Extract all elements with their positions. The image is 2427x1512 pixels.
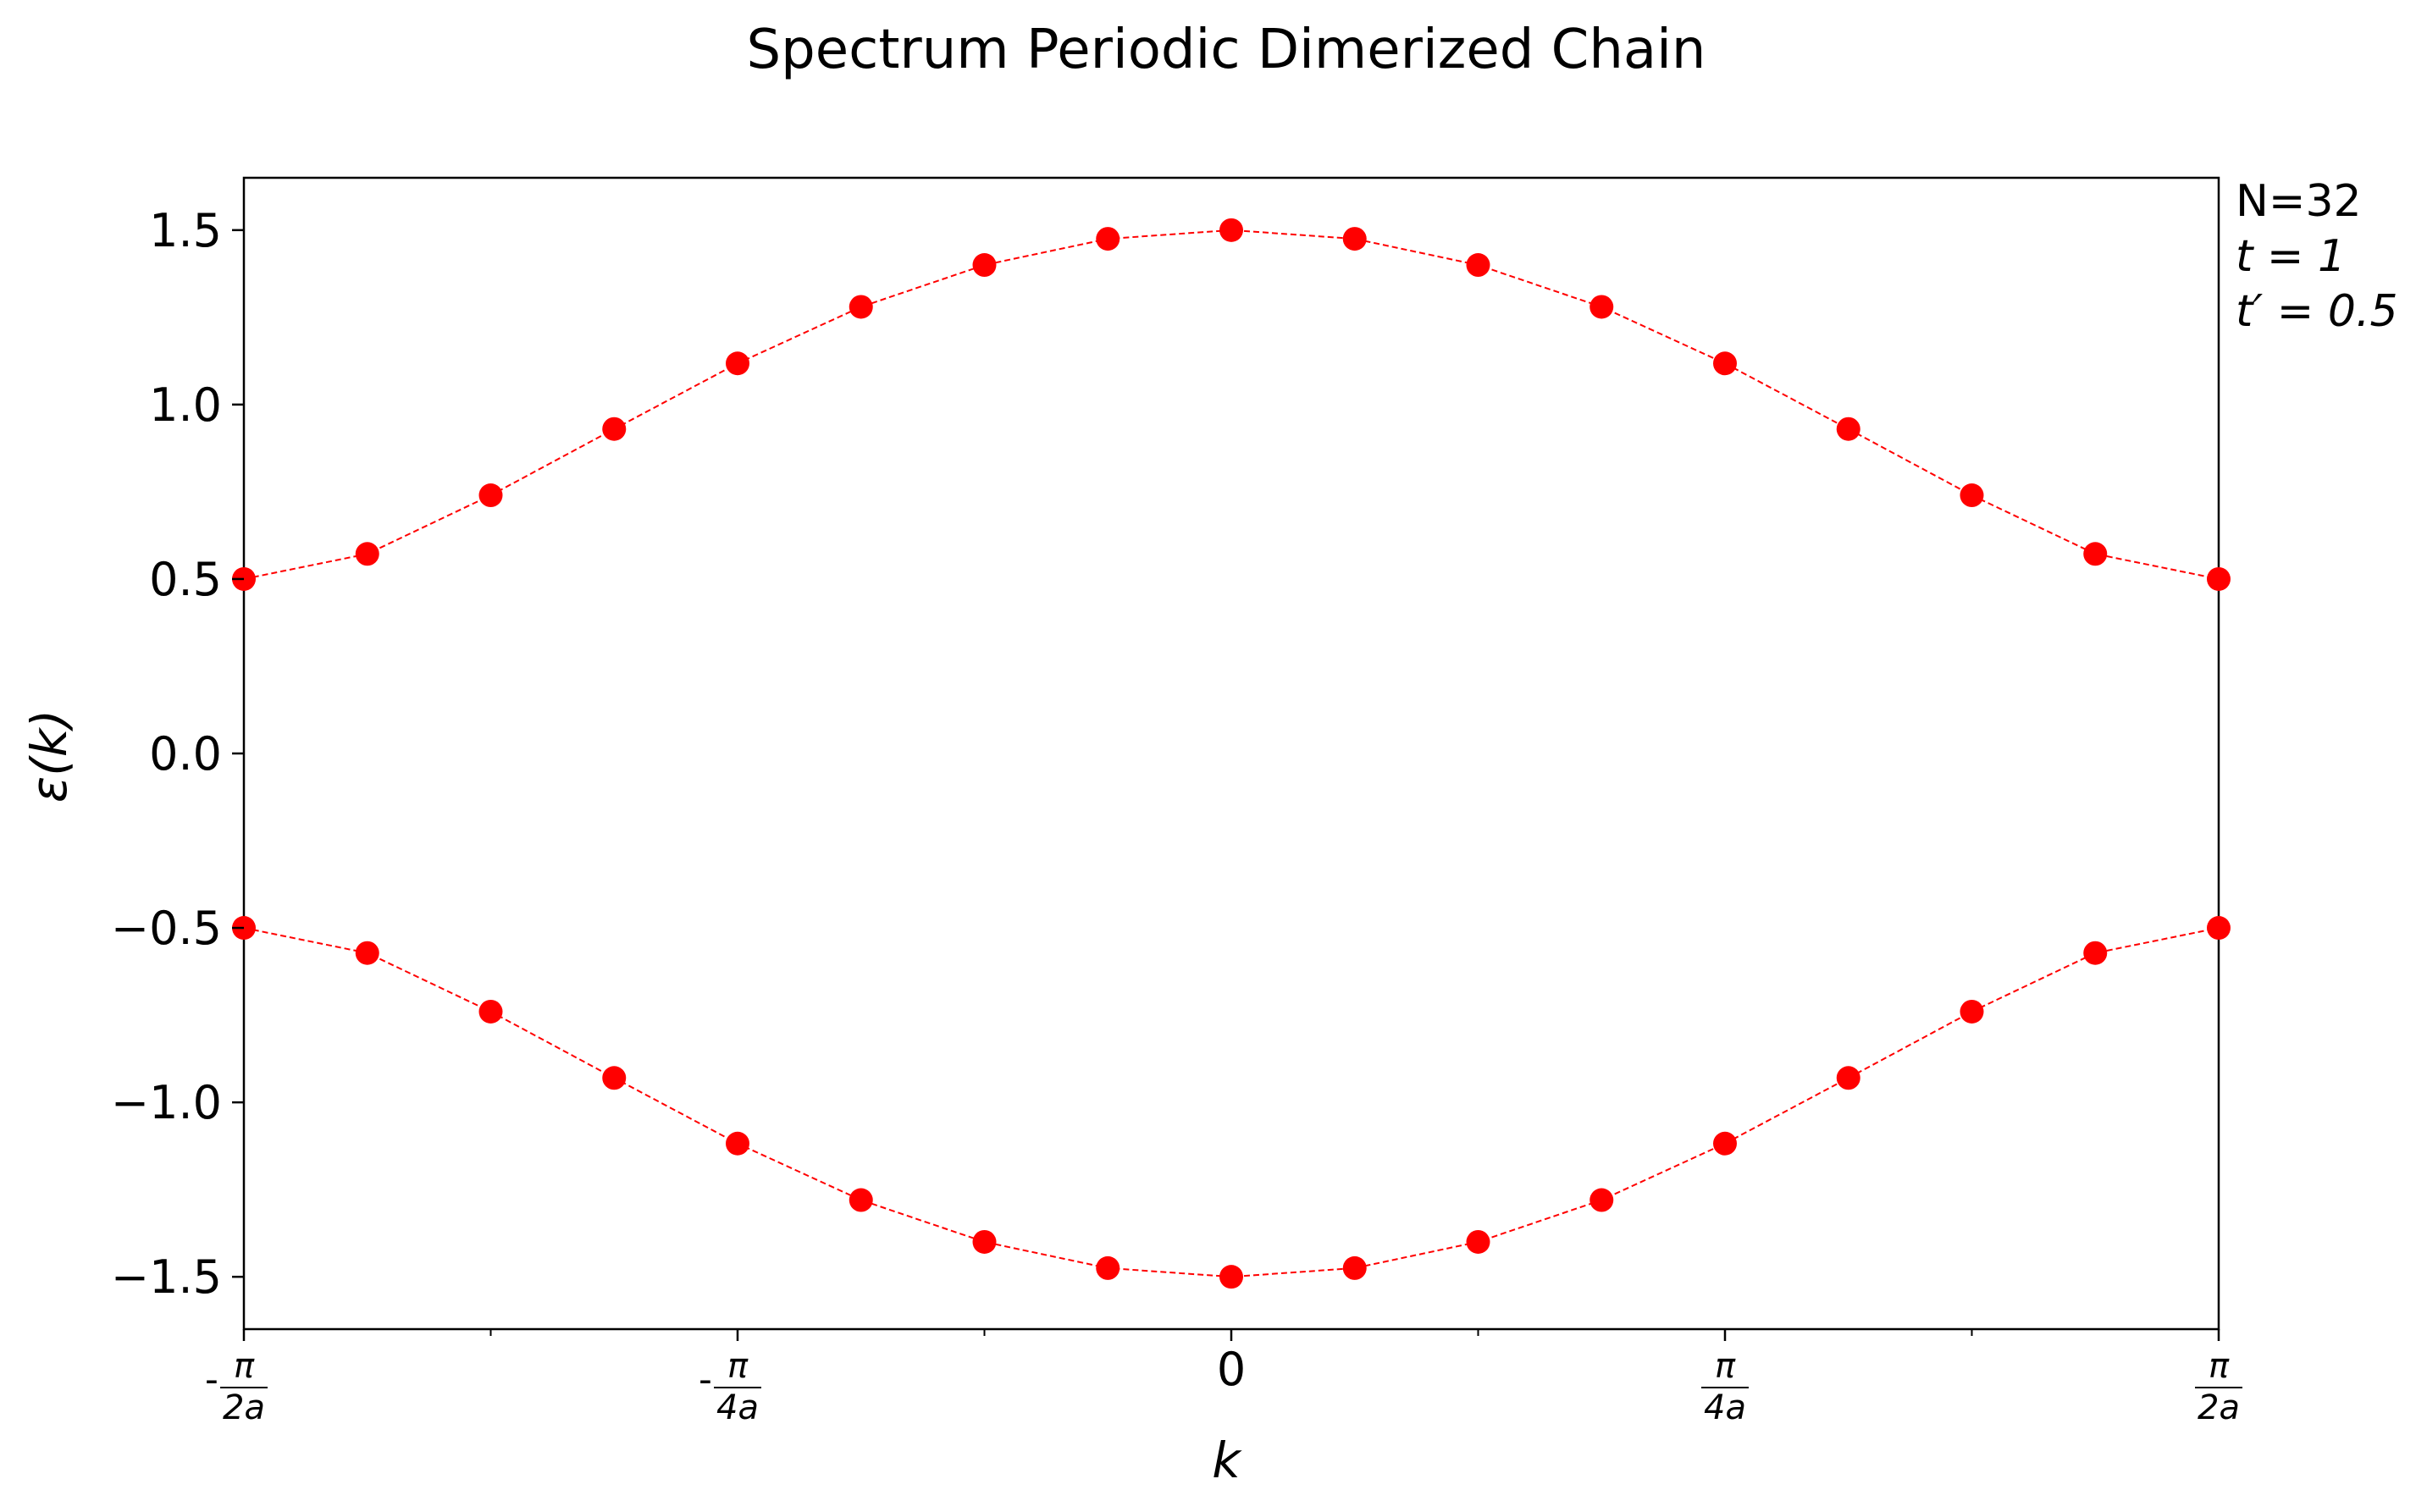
data-point xyxy=(2083,941,2108,965)
data-point xyxy=(1219,218,1243,242)
x-tick-sign: - xyxy=(699,1358,712,1401)
x-tick-label: π2a xyxy=(2195,1347,2242,1427)
data-point xyxy=(1960,483,1984,508)
plot-area xyxy=(242,176,2220,1331)
chart-title: Spectrum Periodic Dimerized Chain xyxy=(747,19,1706,81)
annotation-t-prime: t′ = 0.5 xyxy=(2236,286,2398,337)
x-tick-label: - π2a xyxy=(205,1347,268,1427)
x-tick-denominator: 4a xyxy=(716,1388,759,1427)
data-point xyxy=(972,1229,997,1254)
x-tick-denominator: 4a xyxy=(1704,1388,1746,1427)
data-point xyxy=(726,351,749,376)
data-point xyxy=(602,1066,627,1090)
y-tick-label: −0.5 xyxy=(111,902,222,955)
y-tick-label: 0.0 xyxy=(149,727,222,781)
data-point xyxy=(1713,1131,1737,1156)
data-point xyxy=(1960,999,1984,1024)
y-tick-label: 1.0 xyxy=(149,378,222,432)
data-point xyxy=(2207,916,2231,941)
y-tick-label: 1.5 xyxy=(149,204,222,257)
data-point xyxy=(1836,1066,1860,1090)
data-point xyxy=(1589,295,1614,319)
x-tick-numerator: π xyxy=(2209,1347,2230,1386)
y-tick-label: −1.5 xyxy=(111,1250,222,1304)
data-point xyxy=(1589,1188,1614,1212)
y-axis-label: ε(k) xyxy=(20,709,78,803)
data-point xyxy=(1096,227,1120,251)
x-axis-label: k xyxy=(1212,1432,1242,1489)
x-tick-numerator: π xyxy=(1715,1347,1736,1386)
data-point xyxy=(1466,1229,1490,1254)
data-point xyxy=(726,1131,749,1156)
x-tick-numerator: π xyxy=(727,1347,749,1386)
data-point xyxy=(1219,1265,1243,1289)
data-point xyxy=(478,483,503,508)
x-tick-label: π4a xyxy=(1701,1347,1749,1427)
data-point xyxy=(355,941,379,965)
data-point xyxy=(602,417,627,441)
data-point xyxy=(1466,253,1490,278)
y-tick-label: −1.0 xyxy=(111,1076,222,1129)
parameter-annotation: N=32 t = 1 t′ = 0.5 xyxy=(2236,176,2398,337)
data-point xyxy=(2083,542,2108,566)
x-tick-sign: - xyxy=(205,1358,218,1401)
x-tick-label: 0 xyxy=(1217,1343,1246,1396)
data-point xyxy=(2207,566,2231,591)
x-tick-denominator: 2a xyxy=(2198,1388,2240,1427)
data-point xyxy=(972,253,997,278)
y-axis-ticks: 1.5 1.0 0.5 0.0 −0.5 −1.0 −1.5 xyxy=(111,204,244,1304)
data-point xyxy=(1342,1255,1367,1280)
y-tick-label: 0.5 xyxy=(149,553,222,606)
data-point xyxy=(355,542,379,566)
series-line-1 xyxy=(243,229,2220,580)
data-point xyxy=(1096,1255,1120,1280)
data-point xyxy=(849,295,873,319)
plot-frame xyxy=(242,176,2220,1331)
series-line-2 xyxy=(243,927,2220,1278)
annotation-t: t = 1 xyxy=(2236,231,2346,282)
x-tick-label: - π4a xyxy=(699,1347,761,1427)
x-tick-numerator: π xyxy=(234,1347,255,1386)
data-point xyxy=(1713,351,1737,376)
data-point xyxy=(478,999,503,1024)
annotation-n: N=32 xyxy=(2236,176,2362,227)
x-tick-denominator: 2a xyxy=(223,1388,265,1427)
data-point xyxy=(1836,417,1860,441)
data-point xyxy=(849,1188,873,1212)
series-layer xyxy=(232,218,2231,1289)
data-point xyxy=(1342,227,1367,251)
